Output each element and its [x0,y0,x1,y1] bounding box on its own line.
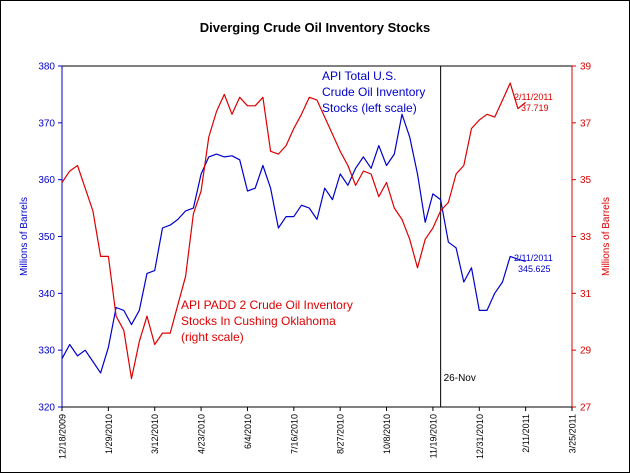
right-tick-label: 31 [580,289,592,300]
vline-layer: 26-Nov [440,66,476,407]
x-tick-label: 11/19/2010 [428,414,438,458]
x-tick-label: 1/29/2010 [104,414,114,454]
x-tick-label: 3/25/2011 [568,414,578,453]
labels-layer: API Total U.S. Crude Oil Inventory Stocks … [181,69,553,344]
x-tick-label: 3/12/2010 [150,414,160,454]
right-tick-label: 39 [580,62,592,73]
right-tick-label: 27 [580,403,592,414]
vline-label: 26-Nov [444,373,476,384]
series-line-total-us [61,113,526,374]
series-label-cushing-line: Stocks In Cushing Oklahoma [181,314,336,328]
left-tick-label: 370 [38,118,55,129]
plot-border [61,65,573,408]
left-tick-label: 360 [38,175,55,186]
end-label-total-us-value: 345.625 [518,264,551,274]
axes: 320 330 340 350 360 370 380 27 29 31 33 35 37 39 Milli… [19,62,612,460]
x-tick-label: 4/23/2010 [197,414,207,454]
y-right-axis-title: Millions of Barrels [601,197,612,276]
left-tick-label: 320 [38,403,55,414]
end-label-cushing-value: 37.719 [521,103,549,113]
right-tick-label: 29 [580,346,592,357]
x-tick-label: 12/18/2009 [58,414,68,459]
x-tick-label: 7/16/2010 [289,414,299,454]
x-tick-label: 12/31/2010 [475,414,485,459]
right-tick-label: 33 [580,232,592,243]
series-line-cushing [61,82,526,380]
x-tick-label: 8/27/2010 [336,414,346,454]
left-tick-label: 330 [38,346,55,357]
series-label-total-us-line: API Total U.S. [322,69,396,83]
y-left-axis-title: Millions of Barrels [19,197,30,276]
left-tick-label: 340 [38,289,55,300]
end-label-cushing-date: 2/11/2011 [514,92,553,102]
right-tick-label: 37 [580,118,592,129]
series-label-total-us-line: Stocks (left scale) [322,101,417,115]
end-label-total-us-date: 2/11/2011 [514,253,553,263]
x-tick-label: 2/11/2011 [521,414,531,453]
x-tick-label: 6/4/2010 [243,414,253,449]
chart-title: Diverging Crude Oil Inventory Stocks [199,20,431,35]
series-label-cushing-line: API PADD 2 Crude Oil Inventory [181,298,353,312]
right-tick-label: 35 [580,175,592,186]
left-tick-label: 380 [38,62,55,73]
x-tick-label: 10/8/2010 [382,414,392,454]
series-layer [61,82,526,380]
series-label-total-us-line: Crude Oil Inventory [322,85,425,99]
series-label-cushing-line: (right scale) [181,330,244,344]
left-tick-label: 350 [38,232,55,243]
